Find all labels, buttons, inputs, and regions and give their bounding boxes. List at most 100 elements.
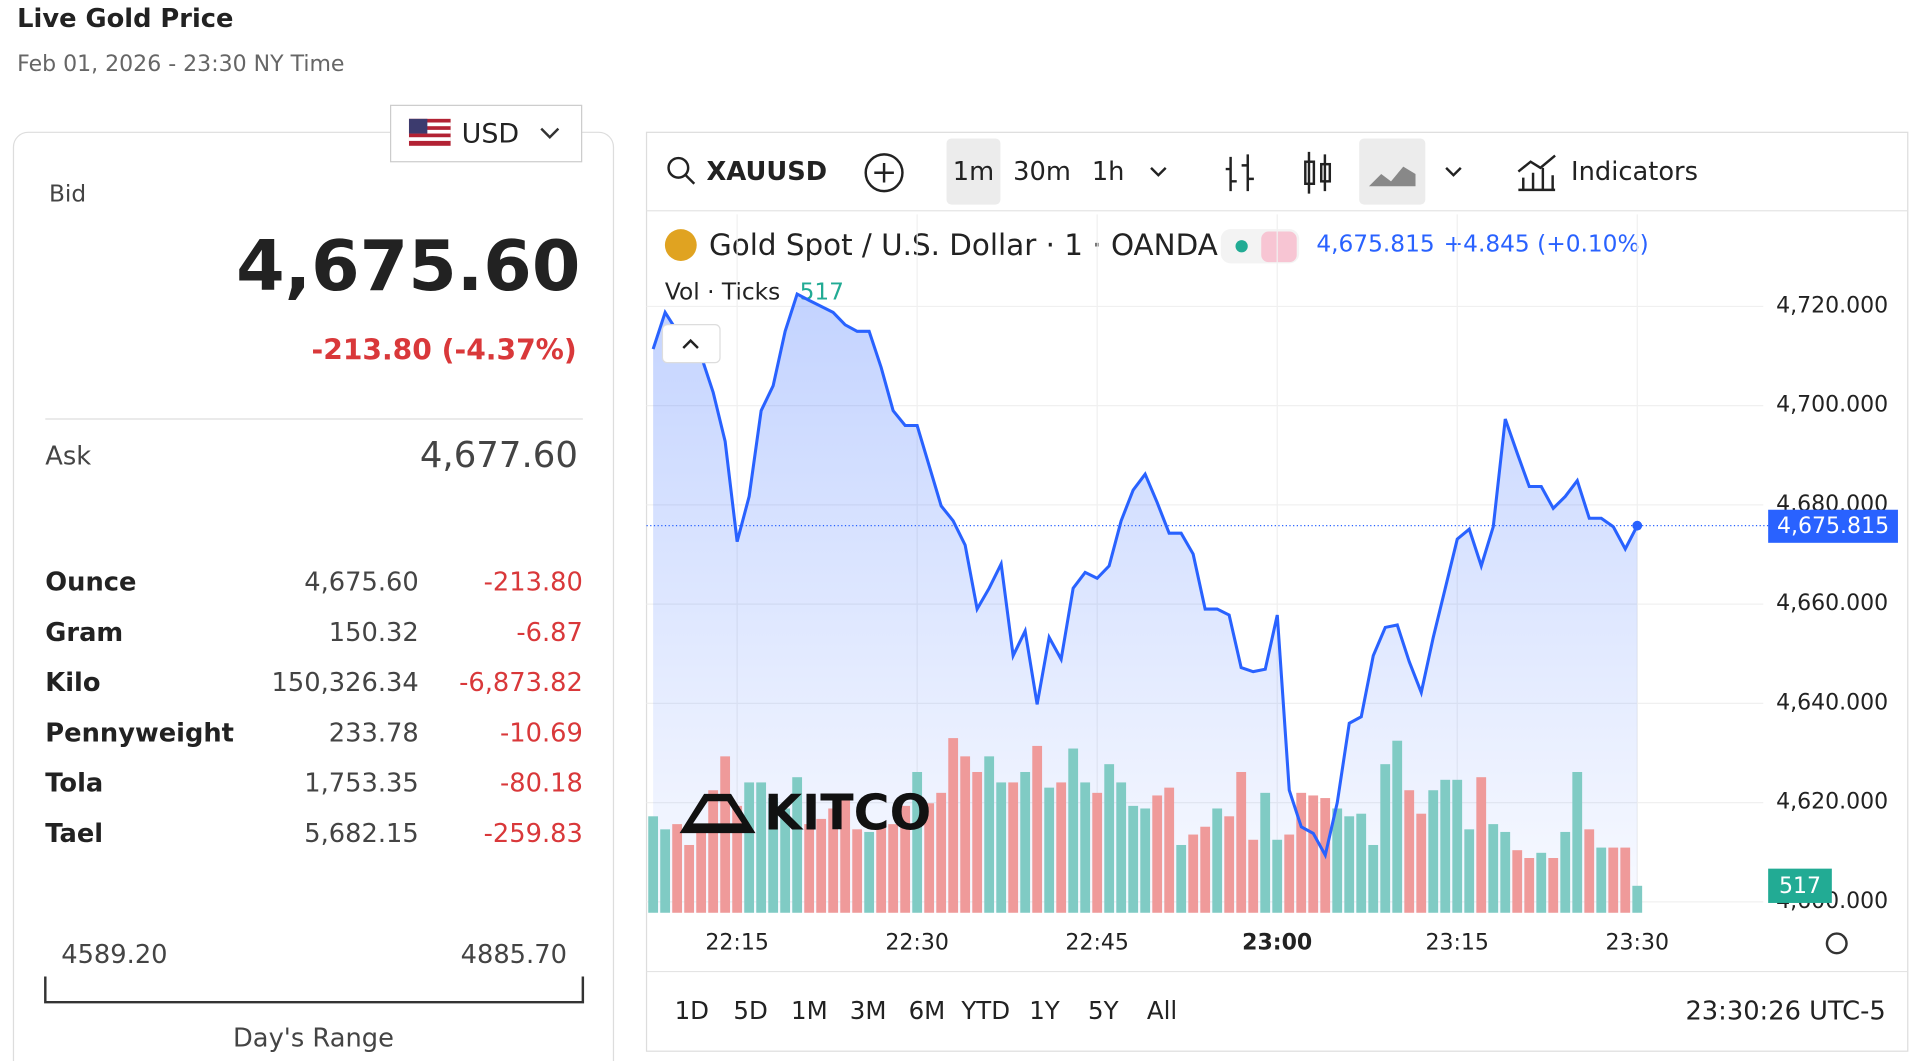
symbol[interactable]: XAUUSD — [707, 157, 828, 187]
collapse-button[interactable] — [661, 324, 721, 364]
volume-bar — [696, 829, 707, 913]
interval-button[interactable]: 1m — [953, 157, 994, 187]
x-tick-label: 22:30 — [885, 930, 948, 955]
volume-bar — [1176, 844, 1187, 913]
volume-bar — [1344, 816, 1355, 913]
range-bar — [44, 976, 585, 1004]
volume-bar — [876, 824, 887, 913]
x-tick-label: 22:45 — [1065, 930, 1128, 955]
unit-change: -259.83 — [484, 819, 583, 849]
chevron — [540, 127, 560, 139]
unit-name: Gram — [45, 618, 123, 648]
volume-bar — [672, 824, 683, 913]
interval-button[interactable]: 30m — [1013, 157, 1071, 187]
volume-bar — [1128, 805, 1139, 913]
unit-name: Ounce — [45, 568, 136, 598]
volume-bar — [1020, 771, 1031, 913]
symbol-logo — [664, 229, 697, 261]
volume-bar — [1560, 831, 1571, 913]
volume-bar — [1116, 782, 1127, 913]
volume-bar — [1272, 839, 1283, 913]
range-button[interactable]: 6M — [909, 996, 946, 1025]
interval-active — [946, 138, 1001, 205]
volume-bar — [1080, 782, 1091, 913]
x-tick-label: 22:15 — [705, 930, 768, 955]
range-button[interactable]: All — [1147, 996, 1177, 1025]
volume-bar — [1572, 771, 1583, 913]
x-tick-label: 23:15 — [1425, 930, 1488, 955]
indicators-button[interactable]: Indicators — [1571, 157, 1698, 187]
volume-bar — [1068, 748, 1079, 913]
currency-select[interactable] — [390, 104, 583, 163]
volume-bar — [864, 831, 875, 913]
volume-bar — [1260, 792, 1271, 913]
plot: 4,600.0004,620.0004,640.0004,660.0004,68… — [646, 214, 1898, 955]
range-low: 4589.20 — [61, 940, 167, 970]
range-high: 4885.70 — [461, 940, 567, 970]
unit-price: 150,326.34 — [272, 668, 419, 698]
volume-bar — [936, 792, 947, 913]
volume-bar — [1284, 834, 1295, 913]
currency-label: USD — [462, 118, 520, 149]
volume-bar — [732, 805, 743, 913]
volume-bar — [1548, 858, 1559, 913]
volume-bar — [1212, 808, 1223, 913]
volume-bar — [840, 798, 851, 913]
intervals: 1m 30m 1h — [953, 157, 1125, 187]
volume-bar — [744, 782, 755, 913]
volume-bar — [1368, 844, 1379, 913]
volume-bar — [720, 756, 731, 913]
interval-button[interactable]: 1h — [1092, 157, 1125, 187]
price-line — [651, 291, 1639, 860]
range-button[interactable]: 1M — [791, 996, 828, 1025]
unit-change: -213.80 — [484, 568, 583, 598]
timestamp: Feb 01, 2026 - 23:30 NY Time — [17, 52, 344, 77]
x-tick-label: 23:00 — [1242, 930, 1312, 955]
volume-bar — [1524, 858, 1535, 913]
price-card — [12, 131, 615, 1061]
range-button[interactable]: 5D — [733, 996, 767, 1025]
volume-bar — [1392, 740, 1403, 913]
volume-bar — [756, 782, 767, 913]
unit-change: -6,873.82 — [459, 668, 583, 698]
volume-bar — [1536, 852, 1547, 913]
y-tick-label: 4,720.000 — [1776, 293, 1888, 318]
range-button[interactable]: YTD — [960, 996, 1010, 1025]
volume-bar — [852, 829, 863, 913]
watermark-text: KITCO — [764, 784, 931, 841]
last-volume-label: 517 — [1779, 874, 1821, 899]
volume-bar — [1224, 816, 1235, 913]
volume-bar — [792, 777, 803, 913]
volume-bar — [1188, 834, 1199, 913]
legend-price: 4,675.815 — [1316, 231, 1434, 258]
volume-bar — [1092, 792, 1103, 913]
volume-bar — [1200, 826, 1211, 913]
range-button[interactable]: 1D — [675, 996, 709, 1025]
range-button[interactable]: 3M — [850, 996, 887, 1025]
volume-bar — [1416, 813, 1427, 913]
range-button[interactable]: 1Y — [1029, 996, 1060, 1025]
unit-name: Tola — [45, 769, 103, 799]
volume-bar — [1452, 779, 1463, 913]
clock: 23:30:26 UTC-5 — [1685, 996, 1885, 1026]
volume-bar — [888, 824, 899, 913]
last-price-label: 4,675.815 — [1777, 514, 1889, 539]
status-delay — [1261, 231, 1297, 263]
unit-price: 233.78 — [329, 718, 419, 748]
volume-bar — [1500, 831, 1511, 913]
volume-bar — [1488, 824, 1499, 913]
flag — [408, 118, 451, 146]
y-tick-label: 4,660.000 — [1776, 591, 1888, 616]
volume-bar — [1404, 790, 1415, 913]
volume-bar — [1584, 829, 1595, 913]
unit-change: -10.69 — [500, 718, 583, 748]
volume-bar — [1512, 850, 1523, 913]
range-button[interactable]: 5Y — [1088, 996, 1119, 1025]
volume-bar — [1044, 787, 1055, 913]
volume-bar — [1248, 839, 1259, 913]
settings-icon[interactable] — [1825, 932, 1848, 955]
volume-bar — [780, 808, 791, 913]
volume-bar — [1104, 764, 1115, 913]
unit-name: Tael — [45, 819, 103, 849]
